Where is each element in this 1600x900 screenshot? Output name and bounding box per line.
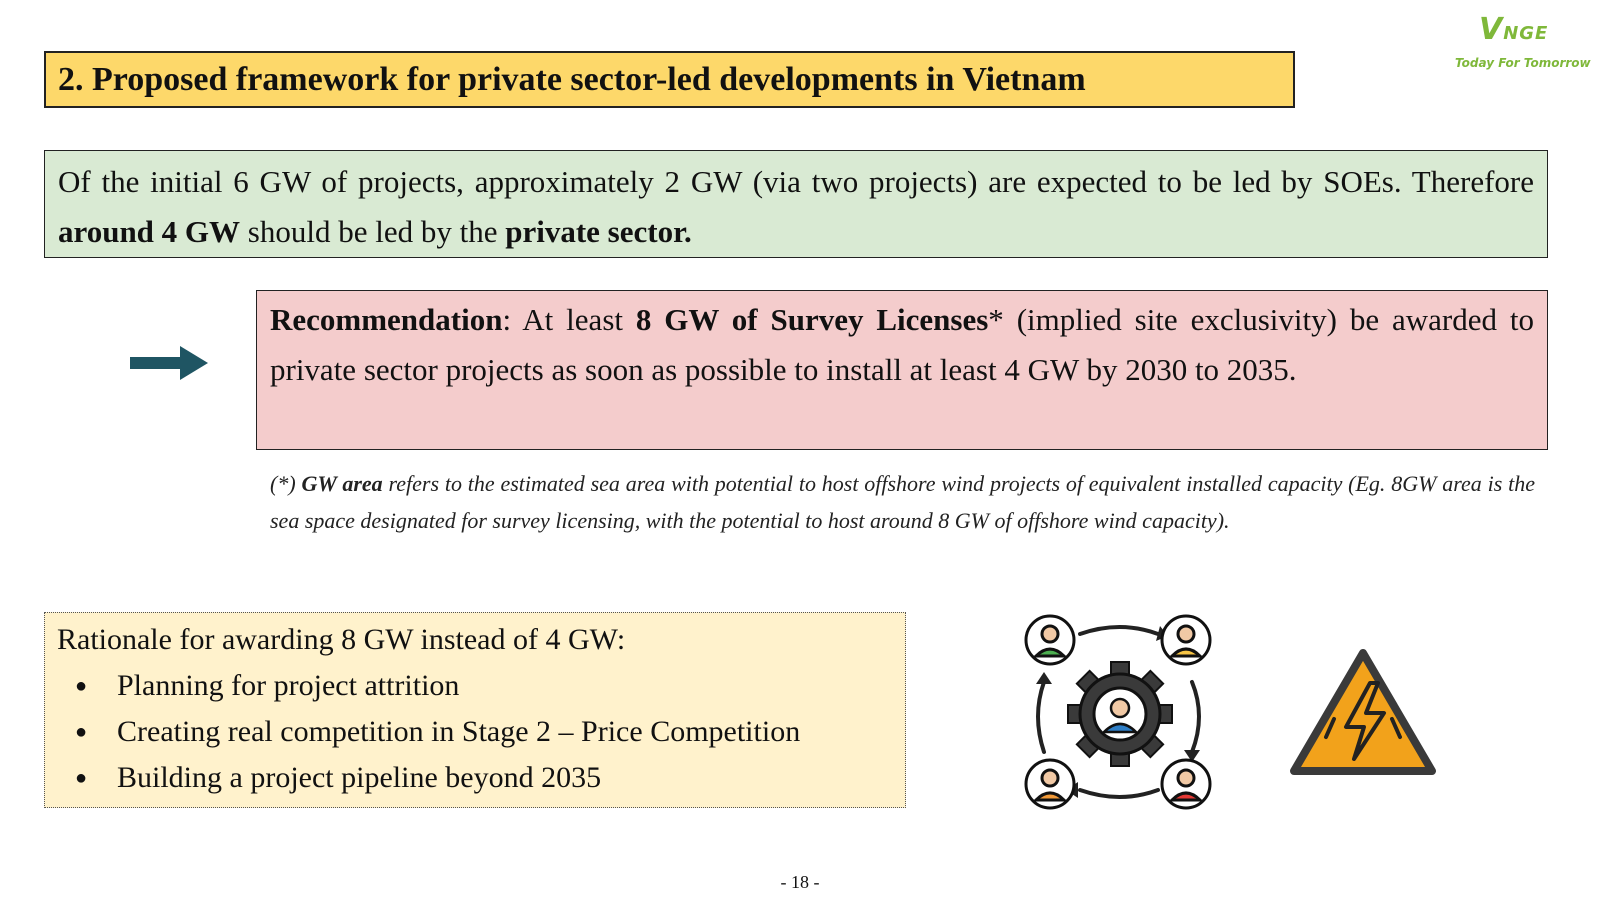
- intro-text-1: Of the initial 6 GW of projects, approxi…: [58, 164, 1534, 199]
- high-voltage-warning-icon: [1290, 649, 1436, 775]
- intro-bold-2: private sector.: [505, 214, 692, 249]
- footnote-term: GW area: [301, 471, 383, 496]
- team-collaboration-icon: [1024, 614, 1212, 810]
- logo-mark-rest: NGE: [1503, 23, 1549, 44]
- rationale-heading: Rationale for awarding 8 GW instead of 4…: [57, 623, 626, 656]
- footnote-text: refers to the estimated sea area with po…: [270, 471, 1535, 533]
- footnote-marker: (*): [270, 471, 302, 496]
- recommendation-box: Recommendation: At least 8 GW of Survey …: [256, 290, 1548, 450]
- recommendation-text-1: : At least: [502, 302, 636, 337]
- footnote: (*) GW area refers to the estimated sea …: [270, 465, 1535, 539]
- slide-title-box: 2. Proposed framework for private sector…: [44, 51, 1295, 108]
- logo-tagline: Today For Tomorrow: [1455, 56, 1591, 70]
- recommendation-text-2: * (implied site exclusivity) be awarded …: [270, 302, 1534, 387]
- vnge-logo: VNGE Today For Tomorrow: [1455, 8, 1595, 78]
- logo-mark-initial: V: [1479, 12, 1504, 47]
- rationale-item: Building a project pipeline beyond 2035: [75, 755, 893, 801]
- recommendation-bold-1: 8 GW of Survey Licenses: [635, 302, 989, 337]
- intro-box: Of the initial 6 GW of projects, approxi…: [44, 150, 1548, 258]
- rationale-item: Planning for project attrition: [75, 663, 893, 709]
- intro-bold-1: around 4 GW: [58, 214, 241, 249]
- rationale-box: Rationale for awarding 8 GW instead of 4…: [44, 612, 906, 808]
- intro-text-2: should be led by the: [240, 214, 506, 249]
- slide-title: 2. Proposed framework for private sector…: [58, 60, 1086, 98]
- page-number: - 18 -: [780, 872, 820, 892]
- rationale-list: Planning for project attrition Creating …: [57, 663, 893, 801]
- recommendation-label: Recommendation: [270, 302, 503, 337]
- rationale-item: Creating real competition in Stage 2 – P…: [75, 709, 893, 755]
- right-arrow-icon: [130, 346, 208, 380]
